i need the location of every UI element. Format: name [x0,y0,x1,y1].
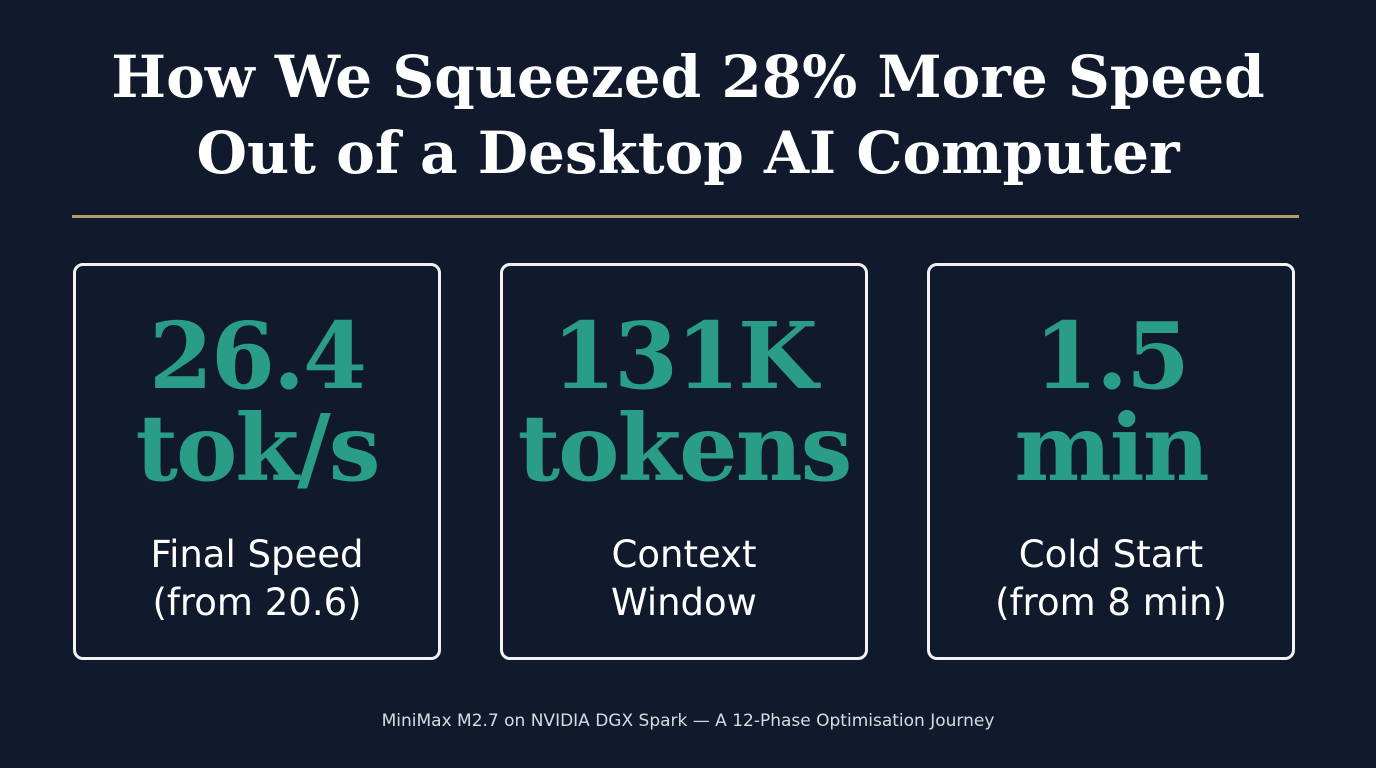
stat-label: Cold Start [1018,533,1204,576]
stat-label: Context [611,533,757,576]
stat-label: Window [611,581,757,624]
stat-card: 1.5 min Cold Start (from 8 min) [927,263,1295,660]
stat-card: 131K tokens Context Window [500,263,868,660]
divider [72,215,1299,218]
title-line: Out of a Desktop AI Computer [196,119,1180,187]
stat-label: (from 8 min) [995,581,1227,624]
stat-value: tok/s [135,394,381,502]
title-line: How We Squeezed 28% More Speed [111,43,1265,111]
stat-value: 26.4 [148,302,367,410]
stat-card: 26.4 tok/s Final Speed (from 20.6) [73,263,441,660]
stat-value: min [1014,394,1209,502]
stat-label: Final Speed [150,533,364,576]
stat-label: (from 20.6) [152,581,362,624]
stat-value: 131K [551,302,818,410]
footer: MiniMax M2.7 on NVIDIA DGX Spark — A 12-… [381,711,995,731]
stat-value: 1.5 [1033,302,1190,410]
stat-value: tokens [517,394,853,502]
